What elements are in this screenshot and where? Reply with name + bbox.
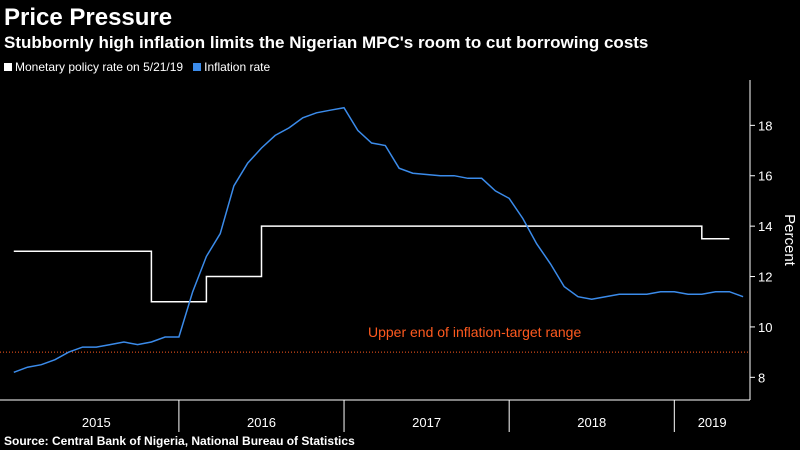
legend-swatch-policy-rate bbox=[4, 63, 12, 71]
legend-item-policy-rate: Monetary policy rate on 5/21/19 bbox=[4, 60, 183, 74]
y-tick-label: 16 bbox=[758, 169, 772, 184]
x-tick-label: 2018 bbox=[577, 415, 606, 430]
y-axis-ticks: 8 10 12 14 16 18 bbox=[750, 118, 772, 385]
series-line-inflation-rate bbox=[13, 106, 744, 374]
legend-label-policy-rate: Monetary policy rate on 5/21/19 bbox=[15, 60, 184, 74]
x-tick-label: 2015 bbox=[82, 415, 111, 430]
x-tick-label: 2019 bbox=[698, 415, 727, 430]
y-tick-label: 14 bbox=[758, 219, 772, 234]
legend-item-inflation: Inflation rate bbox=[193, 60, 270, 74]
legend-label-inflation: Inflation rate bbox=[204, 60, 271, 74]
y-tick-label: 8 bbox=[758, 370, 765, 385]
x-tick-label: 2016 bbox=[247, 415, 276, 430]
series-line-policy-rate bbox=[13, 225, 730, 303]
y-tick-label: 10 bbox=[758, 320, 772, 335]
reference-line-label: Upper end of inflation-target range bbox=[368, 324, 581, 340]
legend-swatch-inflation bbox=[193, 63, 202, 71]
y-tick-label: 12 bbox=[758, 270, 772, 285]
x-tick-label: 2017 bbox=[412, 415, 441, 430]
y-tick-label: 18 bbox=[758, 118, 772, 133]
x-axis-ticks: 2015 2016 2017 2018 2019 bbox=[82, 400, 727, 432]
y-axis-title: Percent bbox=[781, 214, 798, 267]
source-note: Source: Central Bank of Nigeria, Nationa… bbox=[4, 434, 355, 448]
legend: Monetary policy rate on 5/21/19 Inflatio… bbox=[4, 60, 280, 74]
chart-title: Price Pressure bbox=[4, 4, 173, 31]
chart-subtitle: Stubbornly high inflation limits the Nig… bbox=[4, 33, 649, 52]
